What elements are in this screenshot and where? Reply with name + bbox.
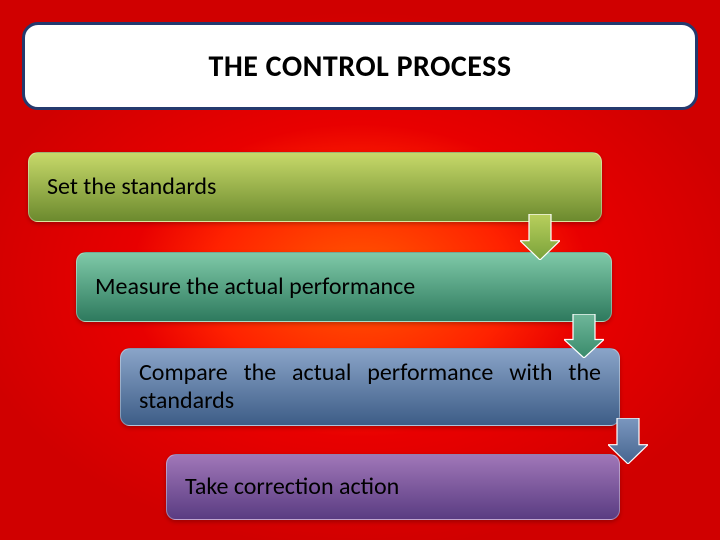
step-label-4: Take correction action	[185, 473, 399, 501]
step-label-3: Compare the actual performance with the …	[139, 359, 601, 414]
step-label-2: Measure the actual performance	[95, 273, 415, 301]
step-box-3: Compare the actual performance with the …	[120, 348, 620, 426]
step-label-1: Set the standards	[47, 173, 216, 201]
title-box: THE CONTROL PROCESS	[22, 22, 698, 110]
step-box-4: Take correction action	[166, 454, 620, 520]
title-text: THE CONTROL PROCESS	[208, 48, 511, 85]
down-arrow-3	[608, 418, 648, 464]
step-box-1: Set the standards	[28, 152, 602, 222]
down-arrow-1	[520, 214, 560, 260]
step-box-2: Measure the actual performance	[76, 252, 612, 322]
down-arrow-2	[564, 314, 604, 358]
